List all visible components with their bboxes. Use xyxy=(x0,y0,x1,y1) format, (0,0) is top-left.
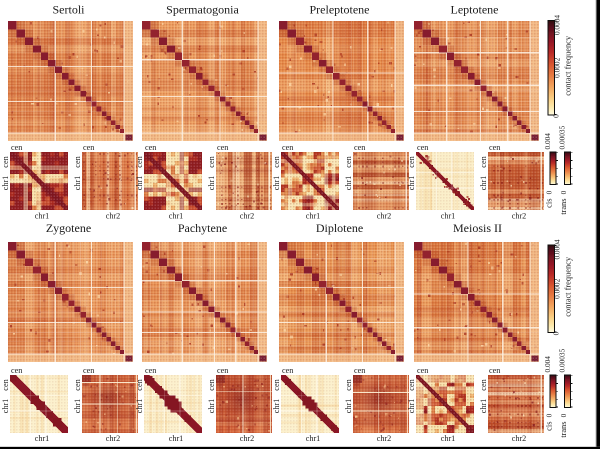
svg-text:cen: cen xyxy=(354,143,365,152)
svg-text:Spermatogonia: Spermatogonia xyxy=(166,3,239,17)
svg-text:cen: cen xyxy=(11,143,22,152)
svg-text:0: 0 xyxy=(559,413,568,417)
svg-text:chr1: chr1 xyxy=(207,176,216,191)
svg-text:chr1: chr1 xyxy=(207,399,216,414)
svg-text:Preleptotene: Preleptotene xyxy=(310,3,370,17)
svg-text:cen: cen xyxy=(217,366,228,375)
svg-text:cen: cen xyxy=(11,366,22,375)
svg-text:cen: cen xyxy=(145,366,156,375)
svg-text:chr1: chr1 xyxy=(135,176,144,191)
svg-text:chr1: chr1 xyxy=(344,176,353,191)
svg-text:0.00035: 0.00035 xyxy=(558,348,567,372)
svg-text:chr1: chr1 xyxy=(407,399,416,414)
svg-text:cen: cen xyxy=(1,379,10,390)
svg-text:cen: cen xyxy=(135,156,144,167)
svg-text:chr1: chr1 xyxy=(73,399,82,414)
svg-text:cen: cen xyxy=(479,379,488,390)
svg-text:chr1: chr1 xyxy=(1,399,10,414)
svg-text:chr2: chr2 xyxy=(377,434,392,443)
svg-text:cen: cen xyxy=(479,156,488,167)
svg-text:chr1: chr1 xyxy=(1,176,10,191)
svg-text:cen: cen xyxy=(207,156,216,167)
svg-text:0: 0 xyxy=(552,331,561,335)
svg-text:chr1: chr1 xyxy=(441,212,456,221)
svg-text:cen: cen xyxy=(73,156,82,167)
svg-text:contact frequency: contact frequency xyxy=(564,35,573,96)
svg-text:0.0002: 0.0002 xyxy=(553,57,562,77)
svg-text:trans: trans xyxy=(559,199,568,215)
svg-text:0: 0 xyxy=(559,190,568,194)
svg-text:cen: cen xyxy=(73,379,82,390)
svg-text:0.0002: 0.0002 xyxy=(553,278,562,298)
svg-text:chr1: chr1 xyxy=(135,399,144,414)
svg-text:cen: cen xyxy=(83,143,94,152)
svg-text:Meiosis II: Meiosis II xyxy=(453,221,502,235)
svg-text:Sertoli: Sertoli xyxy=(53,3,86,17)
svg-text:cen: cen xyxy=(407,156,416,167)
svg-text:chr1: chr1 xyxy=(479,399,488,414)
svg-text:Diplotene: Diplotene xyxy=(316,221,363,235)
svg-text:chr1: chr1 xyxy=(272,399,281,414)
svg-text:cen: cen xyxy=(282,366,293,375)
svg-text:chr2: chr2 xyxy=(106,212,121,221)
svg-text:chr1: chr1 xyxy=(169,212,184,221)
svg-text:cen: cen xyxy=(282,143,293,152)
svg-text:Pachytene: Pachytene xyxy=(178,221,227,235)
svg-text:chr2: chr2 xyxy=(240,212,255,221)
svg-text:chr2: chr2 xyxy=(377,212,392,221)
svg-text:trans: trans xyxy=(559,422,568,438)
svg-text:chr1: chr1 xyxy=(35,212,50,221)
svg-text:chr2: chr2 xyxy=(240,434,255,443)
svg-text:cen: cen xyxy=(344,156,353,167)
svg-text:Zygotene: Zygotene xyxy=(46,221,91,235)
svg-text:0.004: 0.004 xyxy=(543,356,552,373)
svg-text:cen: cen xyxy=(145,143,156,152)
svg-text:chr2: chr2 xyxy=(512,212,527,221)
svg-text:chr2: chr2 xyxy=(512,434,527,443)
svg-text:chr1: chr1 xyxy=(306,434,321,443)
svg-text:0.0004: 0.0004 xyxy=(553,15,562,35)
svg-text:chr1: chr1 xyxy=(35,434,50,443)
svg-text:chr1: chr1 xyxy=(479,176,488,191)
svg-text:cen: cen xyxy=(135,379,144,390)
svg-text:cen: cen xyxy=(489,143,500,152)
svg-text:cen: cen xyxy=(217,143,228,152)
svg-text:chr1: chr1 xyxy=(306,212,321,221)
svg-text:cen: cen xyxy=(407,379,416,390)
svg-text:chr2: chr2 xyxy=(106,434,121,443)
svg-text:0.004: 0.004 xyxy=(543,133,552,150)
svg-text:0.00035: 0.00035 xyxy=(558,125,567,149)
svg-text:0: 0 xyxy=(545,190,554,194)
svg-text:chr1: chr1 xyxy=(344,399,353,414)
svg-text:chr1: chr1 xyxy=(272,176,281,191)
svg-text:Leptotene: Leptotene xyxy=(451,3,499,17)
svg-text:cis: cis xyxy=(545,199,554,208)
svg-text:chr1: chr1 xyxy=(73,176,82,191)
svg-text:0: 0 xyxy=(552,114,561,118)
svg-text:chr1: chr1 xyxy=(407,176,416,191)
svg-text:0.0004: 0.0004 xyxy=(553,239,562,259)
svg-text:cen: cen xyxy=(417,366,428,375)
svg-text:chr1: chr1 xyxy=(441,434,456,443)
svg-text:cen: cen xyxy=(344,379,353,390)
svg-text:cen: cen xyxy=(489,366,500,375)
svg-text:cen: cen xyxy=(207,379,216,390)
svg-text:cen: cen xyxy=(83,366,94,375)
svg-text:cen: cen xyxy=(272,379,281,390)
svg-text:cen: cen xyxy=(417,143,428,152)
svg-text:cis: cis xyxy=(545,422,554,431)
svg-text:contact frequency: contact frequency xyxy=(564,256,573,317)
svg-text:chr1: chr1 xyxy=(169,434,184,443)
svg-text:0: 0 xyxy=(545,413,554,417)
svg-text:cen: cen xyxy=(354,366,365,375)
svg-text:cen: cen xyxy=(272,156,281,167)
svg-text:cen: cen xyxy=(1,156,10,167)
